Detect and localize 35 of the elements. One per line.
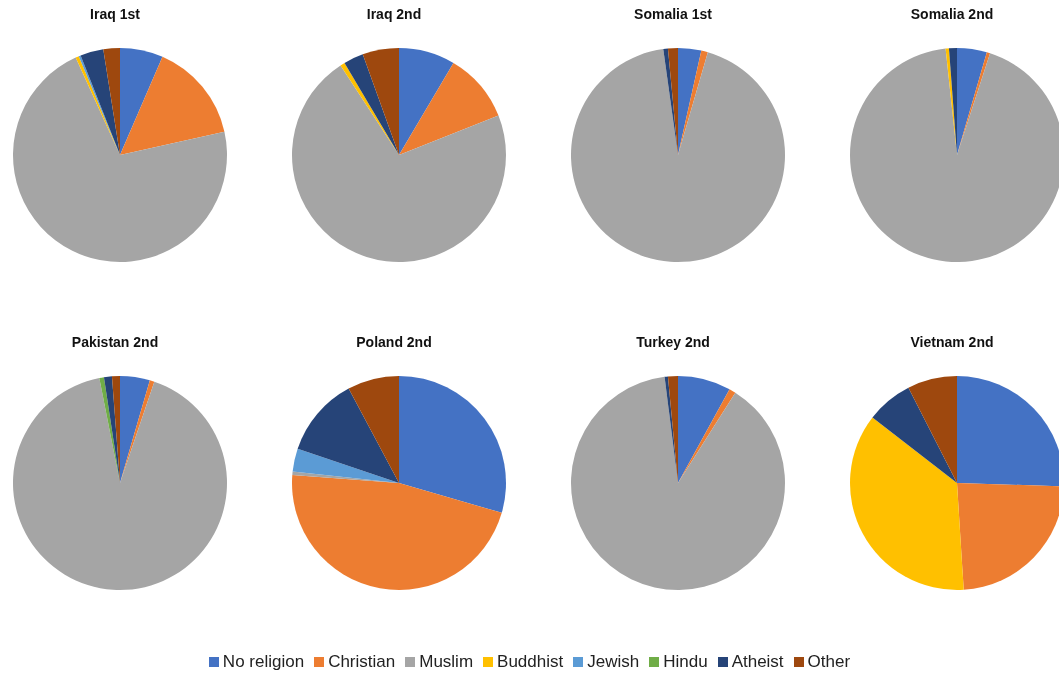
legend-label: Hindu <box>663 652 708 672</box>
pie-slice <box>399 62 499 155</box>
pie-slice <box>13 378 227 590</box>
legend-label: Buddhist <box>497 652 564 672</box>
legend-label: Christian <box>328 652 396 672</box>
pie-slice <box>297 388 399 483</box>
pie-slice <box>348 376 399 483</box>
chart-title: Turkey 2nd <box>635 334 711 350</box>
pie-slice <box>362 48 399 155</box>
pie-slice <box>571 49 785 262</box>
legend-label: Jewish <box>587 652 640 672</box>
legend-label: Muslim <box>419 652 474 672</box>
legend-label: Other <box>807 652 851 672</box>
chart-title: Poland 2nd <box>355 334 433 350</box>
chart-title: Pakistan 2nd <box>70 334 160 350</box>
pie-slice <box>292 65 506 262</box>
pie-slice <box>678 48 702 155</box>
chart-title: Somalia 1st <box>633 6 713 22</box>
pie-slice <box>120 48 163 155</box>
pie-slice <box>399 48 454 155</box>
pie-slice <box>292 448 399 483</box>
chart-title: Somalia 2nd <box>909 6 995 22</box>
pie-slice <box>103 48 120 155</box>
pie-slice <box>678 376 730 483</box>
chart-title: Iraq 2nd <box>365 6 423 22</box>
pie-slice <box>571 376 785 590</box>
pie-slice <box>399 376 506 513</box>
pie-slice <box>120 56 225 155</box>
pie-slice <box>678 389 736 483</box>
legend-label: No religion <box>222 652 305 672</box>
pie-slice <box>13 57 227 262</box>
chart-title: Iraq 1st <box>89 6 141 22</box>
chart-title: Vietnam 2nd <box>909 334 995 350</box>
pie-slice <box>292 474 502 590</box>
legend-label: Atheist <box>731 652 784 672</box>
